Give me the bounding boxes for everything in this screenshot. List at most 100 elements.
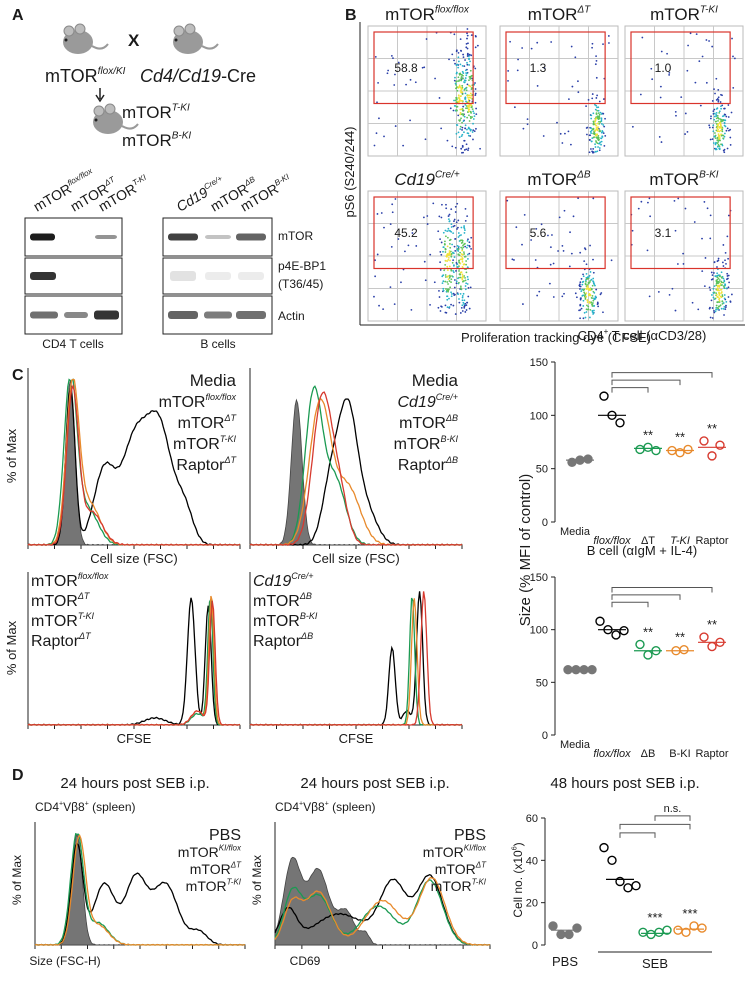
flow-event [716,260,719,263]
flow-event [715,77,718,80]
flow-event [591,93,594,95]
flow-event [583,288,586,291]
blot-band [30,233,55,241]
flow-event [587,305,590,308]
flow-event [579,298,582,301]
flow-event [465,148,468,151]
flow-event [446,253,449,256]
flow-event [596,303,599,306]
flow-event [711,294,713,296]
panel-label: D [12,767,24,784]
y-tick-label: 100 [530,625,548,637]
legend-entry: mTORΔB [399,413,458,432]
flow-event [437,230,440,233]
flow-event [716,278,719,281]
flow-event [374,259,376,262]
flow-event [640,200,643,203]
flow-event [453,279,456,281]
flow-event [373,144,376,147]
flow-event [684,207,687,210]
flow-event [374,55,377,58]
flow-event [713,261,716,263]
legend-entry: mTORT-KI [431,878,487,894]
flow-event [593,297,595,300]
flow-event [457,226,459,229]
x-tick-label: B-KI [669,748,690,760]
flow-event [726,272,729,275]
flow-event [442,280,445,283]
flow-event [646,249,649,252]
flow-event [460,99,463,102]
flow-event [727,116,730,118]
flow-event [438,289,440,292]
flow-event [450,223,453,226]
flow-event [727,296,730,298]
flow-event [716,136,719,139]
flow-event [448,297,450,300]
flow-event [468,75,471,78]
flow-event [462,77,464,80]
flow-event [729,144,732,146]
flow-event [649,215,652,218]
flow-event [460,76,463,78]
data-point [673,925,683,935]
flow-event [715,293,718,296]
flow-event [650,67,653,70]
flow-event [453,99,455,102]
flow-event [517,58,519,61]
flow-event [711,100,714,102]
flow-event [457,232,460,234]
flow-event [716,266,718,268]
flow-event [450,208,453,211]
flow-event [455,282,458,285]
y-tick-label: 50 [536,677,548,689]
flow-event [464,279,467,282]
flow-event [463,225,465,227]
flow-event [717,96,720,99]
flow-event [449,286,452,289]
flow-event [599,121,602,123]
flow-event [687,44,689,47]
flow-event [601,135,604,138]
flow-event [445,207,448,210]
flow-event [462,114,465,117]
flow-event [460,288,463,291]
flow-event [594,146,597,148]
flow-event [463,139,466,142]
text-part: mTOR [190,861,231,877]
flow-event [522,303,524,305]
flow-event [594,295,597,298]
flow-event [588,287,590,290]
flow-event [467,96,470,99]
superscript: ΔB [445,413,458,423]
text-part: mTOR [31,573,78,590]
superscript: flox/flox [435,4,470,15]
flow-event [425,38,428,40]
legend-entry: mTORΔT [31,591,91,610]
flow-event [596,106,598,109]
flow-event [454,76,456,79]
flow-event [479,147,481,150]
blot-band [170,271,196,281]
flow-event [717,145,719,148]
flow-event [471,131,474,133]
flow-event [585,295,588,298]
flow-event [464,96,467,99]
flow-event [454,62,456,65]
flow-event [600,117,603,120]
flow-event [459,292,462,295]
flow-event [705,81,708,84]
flow-event [721,294,724,296]
flow-event [590,127,593,130]
flow-event [415,245,418,247]
flow-event [590,296,593,299]
flow-event [469,69,472,72]
flow-event [507,70,510,72]
text-part: Raptor [253,633,302,650]
flow-event [526,123,529,126]
flow-event [721,130,724,133]
flow-event [461,258,464,261]
flow-event [720,284,723,287]
flow-event [468,244,471,247]
flow-event [458,79,461,82]
